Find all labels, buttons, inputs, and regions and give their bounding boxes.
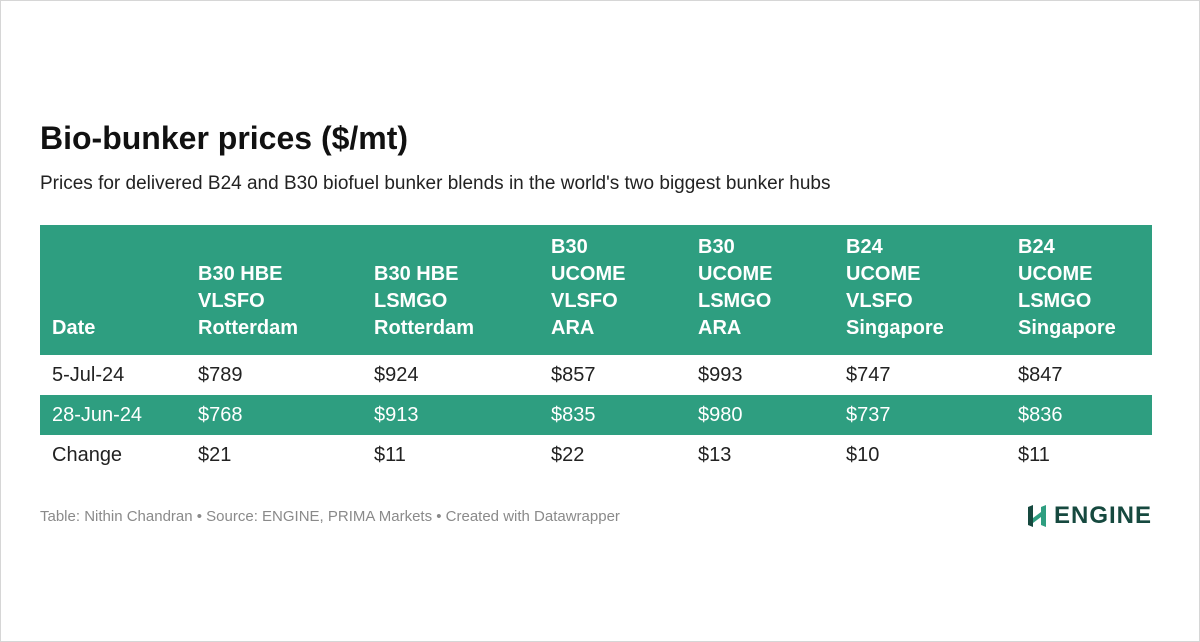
column-header-line: Singapore [846,317,944,339]
column-header-line: UCOME [698,263,773,285]
column-header-line: LSMGO [1018,290,1092,312]
table-row: Change $21 $11 $22 $13 $10 $11 [40,435,1152,475]
table-cell: $737 [834,395,1006,435]
column-header-line: VLSFO [198,290,265,312]
table-cell: $11 [374,443,406,466]
column-header-line: B30 [698,236,735,258]
table-cell: $21 [198,443,232,466]
column-header: B24 UCOME LSMGO Singapore [1006,225,1152,355]
column-header-line: B30 HBE [374,263,459,285]
column-header: B30 UCOME LSMGO ARA [686,225,834,355]
column-header-line: LSMGO [698,290,772,312]
table-cell: $847 [1018,363,1063,386]
column-header-line: Rotterdam [374,317,475,339]
table-cell: $789 [198,363,243,386]
column-header-line: UCOME [551,263,626,285]
column-header: B30 HBE VLSFO Rotterdam [186,225,362,355]
column-header-line: ARA [551,317,595,339]
table-cell: $835 [539,395,686,435]
engine-logo-text: ENGINE [1054,502,1153,529]
header-row: Date B30 HBE VLSFO Rotterdam B30 HBE LSM… [40,225,1152,355]
table-row: 28-Jun-24 $768 $913 $835 $980 $737 $836 [40,395,1152,435]
column-header-line: Date [52,317,96,339]
column-header: B24 UCOME VLSFO Singapore [834,225,1006,355]
table-cell-date: 5-Jul-24 [52,363,125,386]
table-cell: $924 [374,363,419,386]
chart-subtitle: Prices for delivered B24 and B30 biofuel… [40,173,831,194]
column-header-line: UCOME [846,263,921,285]
table-row: 5-Jul-24 $789 $924 $857 $993 $747 $847 [40,355,1152,395]
table-cell: $10 [846,443,880,466]
column-header-line: LSMGO [374,290,448,312]
column-header-line: Rotterdam [198,317,299,339]
table-cell: $913 [362,395,539,435]
table-cell: $747 [846,363,891,386]
engine-logo-icon [1028,505,1046,527]
table-cell: $980 [686,395,834,435]
table-cell: $857 [551,363,596,386]
table-cell-date: Change [52,443,123,466]
price-table: Date B30 HBE VLSFO Rotterdam B30 HBE LSM… [40,225,1152,475]
table-cell: $993 [698,363,743,386]
table-cell: $836 [1006,395,1152,435]
column-header-line: UCOME [1018,263,1093,285]
engine-logo: ENGINE [1026,503,1152,529]
column-header: B30 HBE LSMGO Rotterdam [362,225,539,355]
table-cell-date: 28-Jun-24 [40,395,186,435]
column-header: Date [40,225,186,355]
column-header-line: VLSFO [551,290,618,312]
table-cell: $13 [698,443,732,466]
table-cell: $768 [186,395,362,435]
column-header-line: B30 HBE [198,263,283,285]
column-header-line: ARA [698,317,742,339]
table-cell: $22 [551,443,585,466]
column-header-line: B24 [846,236,883,258]
source-credit: Table: Nithin Chandran • Source: ENGINE,… [40,508,620,525]
column-header-line: Singapore [1018,317,1116,339]
column-header: B30 UCOME VLSFO ARA [539,225,686,355]
table-cell: $11 [1018,443,1050,466]
chart-title: Bio-bunker prices ($/mt) [40,120,409,156]
column-header-line: B30 [551,236,588,258]
column-header-line: B24 [1018,236,1055,258]
column-header-line: VLSFO [846,290,913,312]
